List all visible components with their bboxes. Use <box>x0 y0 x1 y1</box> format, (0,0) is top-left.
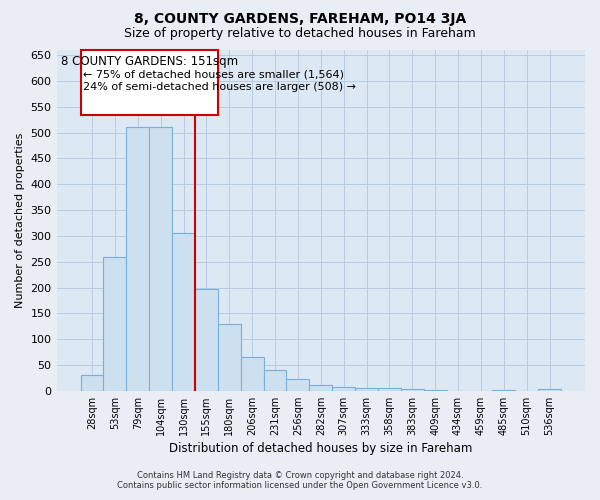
Text: Size of property relative to detached houses in Fareham: Size of property relative to detached ho… <box>124 28 476 40</box>
Bar <box>80 376 103 391</box>
Bar <box>218 324 241 391</box>
Bar <box>424 390 446 391</box>
Bar <box>103 256 127 391</box>
Text: 24% of semi-detached houses are larger (508) →: 24% of semi-detached houses are larger (… <box>83 82 356 92</box>
Text: 8, COUNTY GARDENS, FAREHAM, PO14 3JA: 8, COUNTY GARDENS, FAREHAM, PO14 3JA <box>134 12 466 26</box>
Bar <box>355 388 378 391</box>
Bar <box>493 390 515 391</box>
Bar <box>332 386 355 391</box>
Bar <box>401 390 424 391</box>
Bar <box>195 289 218 391</box>
Bar <box>127 127 149 391</box>
Bar <box>378 388 401 391</box>
Bar <box>172 234 195 391</box>
Text: Contains HM Land Registry data © Crown copyright and database right 2024.
Contai: Contains HM Land Registry data © Crown c… <box>118 470 482 490</box>
Bar <box>263 370 286 391</box>
Text: 8 COUNTY GARDENS: 151sqm: 8 COUNTY GARDENS: 151sqm <box>61 55 238 68</box>
X-axis label: Distribution of detached houses by size in Fareham: Distribution of detached houses by size … <box>169 442 472 455</box>
Bar <box>310 384 332 391</box>
Bar <box>241 358 263 391</box>
Y-axis label: Number of detached properties: Number of detached properties <box>15 132 25 308</box>
Text: ← 75% of detached houses are smaller (1,564): ← 75% of detached houses are smaller (1,… <box>83 70 344 80</box>
Bar <box>149 127 172 391</box>
Bar <box>286 380 310 391</box>
Bar <box>80 50 218 114</box>
Bar <box>538 390 561 391</box>
